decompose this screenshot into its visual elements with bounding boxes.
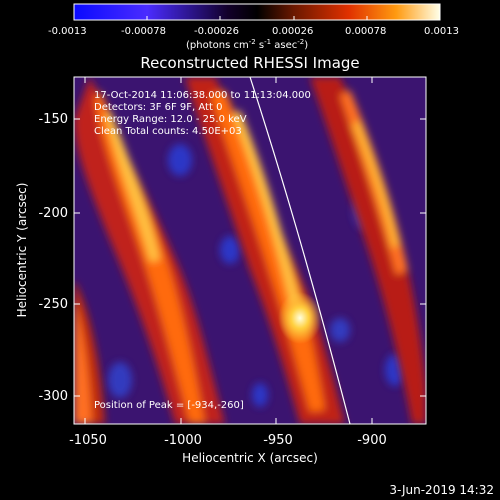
y-tick-label: -250 (38, 297, 68, 312)
plot-frame (73, 76, 427, 425)
peak-label: Position of Peak = [-934,-260] (94, 400, 244, 411)
colorbar-tick-label: -0.00026 (194, 26, 239, 37)
colorbar-tick-label: 0.00026 (272, 26, 313, 37)
info-line: Detectors: 3F 6F 9F, Att 0 (94, 102, 222, 113)
info-line: 17-Oct-2014 11:06:38.000 to 11:13:04.000 (94, 90, 311, 101)
x-axis-label: Heliocentric X (arcsec) (182, 451, 318, 465)
y-axis-label: Heliocentric Y (arcsec) (15, 183, 29, 318)
colorbar-units: (photons cm-2 s-1 asec-2) (186, 38, 308, 51)
colorbar-tick-label: -0.0013 (48, 26, 87, 37)
colorbar-tick-label: -0.00078 (121, 26, 166, 37)
colorbar (73, 3, 441, 21)
y-tick-label: -200 (38, 206, 68, 221)
colorbar-tick-label: 0.00078 (345, 26, 386, 37)
colorbar-tick-label: 0.0013 (424, 26, 459, 37)
footer-date: 3-Jun-2019 14:32 (389, 483, 494, 497)
solar-limb-line (249, 77, 351, 424)
colorbar-ticks (73, 16, 441, 20)
x-tick-label: -1050 (69, 433, 107, 448)
plot-title: Reconstructed RHESSI Image (140, 54, 359, 72)
rhessi-image (74, 77, 426, 424)
y-tick-label: -300 (38, 389, 68, 404)
x-axis-ticks (84, 77, 373, 424)
x-tick-label: -900 (357, 433, 387, 448)
info-line: Energy Range: 12.0 - 25.0 keV (94, 114, 247, 125)
x-tick-label: -950 (263, 433, 293, 448)
y-axis-ticks (74, 118, 426, 397)
y-tick-label: -150 (38, 112, 68, 127)
x-tick-label: -1000 (164, 433, 202, 448)
info-line: Clean Total counts: 4.50E+03 (94, 126, 242, 137)
